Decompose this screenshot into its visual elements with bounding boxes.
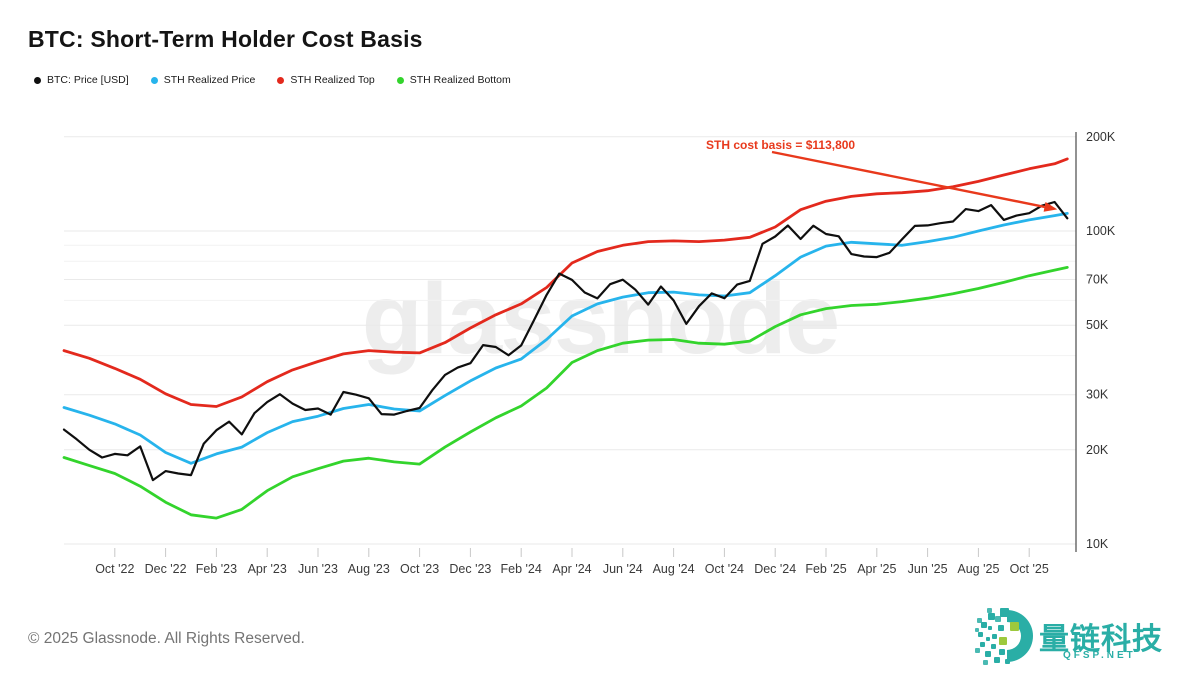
legend-dot-red-icon — [277, 76, 285, 84]
legend-item-sth-realized-top[interactable]: STH Realized Top — [277, 74, 375, 86]
legend-label: STH Realized Bottom — [409, 74, 511, 86]
svg-text:Aug '23: Aug '23 — [348, 562, 390, 576]
svg-text:Oct '24: Oct '24 — [705, 562, 744, 576]
svg-text:Dec '23: Dec '23 — [449, 562, 491, 576]
svg-text:Apr '25: Apr '25 — [857, 562, 896, 576]
brand-name-cjk: 量链科技 — [1039, 623, 1163, 656]
svg-text:100K: 100K — [1086, 224, 1116, 238]
svg-text:200K: 200K — [1086, 130, 1116, 144]
svg-text:Oct '25: Oct '25 — [1010, 562, 1049, 576]
svg-text:20K: 20K — [1086, 443, 1109, 457]
svg-text:Dec '24: Dec '24 — [754, 562, 796, 576]
legend-item-btc-price[interactable]: BTC: Price [USD] — [34, 74, 129, 86]
svg-text:Apr '24: Apr '24 — [552, 562, 591, 576]
sth-cost-basis-annotation: STH cost basis = $113,800 — [706, 138, 856, 152]
svg-text:Feb '25: Feb '25 — [805, 562, 846, 576]
legend-dot-black-icon — [34, 76, 41, 84]
svg-text:10K: 10K — [1086, 537, 1109, 551]
qfsp-logo-icon — [975, 608, 1033, 665]
legend-item-sth-realized-bottom[interactable]: STH Realized Bottom — [396, 74, 511, 86]
svg-text:Aug '24: Aug '24 — [653, 562, 695, 576]
svg-text:Aug '25: Aug '25 — [957, 562, 999, 576]
legend-dot-green-icon — [396, 76, 404, 84]
svg-text:70K: 70K — [1086, 273, 1109, 287]
svg-text:Jun '23: Jun '23 — [298, 562, 338, 576]
copyright-text: © 2025 Glassnode. All Rights Reserved. — [28, 630, 305, 647]
legend-label: STH Realized Price — [163, 74, 256, 86]
svg-text:Feb '23: Feb '23 — [196, 562, 237, 576]
legend-dot-blue-icon — [150, 76, 158, 84]
svg-text:Jun '24: Jun '24 — [603, 562, 643, 576]
svg-text:Apr '23: Apr '23 — [248, 562, 287, 576]
svg-text:Feb '24: Feb '24 — [501, 562, 542, 576]
page-title: BTC: Short-Term Holder Cost Basis — [28, 26, 423, 52]
legend-item-sth-realized-price[interactable]: STH Realized Price — [150, 74, 256, 86]
chart-legend: BTC: Price [USD] STH Realized Price STH … — [34, 74, 511, 86]
legend-label: STH Realized Top — [290, 74, 375, 86]
legend-label: BTC: Price [USD] — [47, 74, 129, 86]
svg-text:Dec '22: Dec '22 — [145, 562, 187, 576]
brand-domain: QFSP.NET — [1063, 650, 1136, 661]
svg-text:Oct '23: Oct '23 — [400, 562, 439, 576]
svg-text:30K: 30K — [1086, 388, 1109, 402]
qfsp-brand: 量链科技 QFSP.NET — [975, 604, 1190, 668]
glassnode-watermark: glassnode — [361, 263, 841, 375]
svg-text:Oct '22: Oct '22 — [95, 562, 134, 576]
svg-text:Jun '25: Jun '25 — [908, 562, 948, 576]
svg-text:50K: 50K — [1086, 318, 1109, 332]
